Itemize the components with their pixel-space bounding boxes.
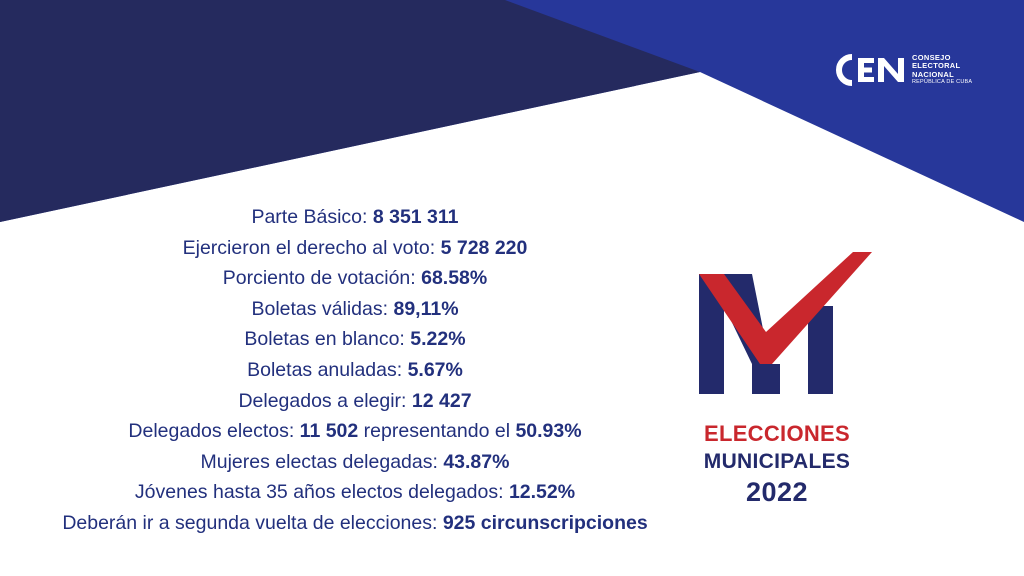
brand-line-year: 2022 — [745, 477, 809, 507]
stat-delegados-elegir: Delegados a elegir: 12 427 — [238, 389, 472, 412]
elecciones-brand: ELECCIONES MUNICIPALES 2022 — [672, 420, 882, 508]
brand-line-municipales: MUNICIPALES — [703, 450, 851, 473]
m-letter-shape — [699, 274, 724, 394]
stat-votantes: Ejercieron el derecho al voto: 5 728 220 — [182, 236, 528, 259]
stat-parte-basico: Parte Básico: 8 351 311 — [251, 206, 459, 228]
stat-jovenes-electos: Jóvenes hasta 35 años electos delegados:… — [134, 481, 576, 504]
stat-boletas-validas: Boletas válidas: 89,11% — [251, 297, 459, 320]
election-stats: Parte Básico: 8 351 311 Ejercieron el de… — [0, 202, 710, 539]
stat-mujeres-electas: Mujeres electas delegadas: 43.87% — [200, 450, 510, 473]
cen-logo-mark — [836, 54, 904, 86]
stat-boletas-anuladas: Boletas anuladas: 5.67% — [247, 358, 463, 381]
brand-line-elecciones: ELECCIONES — [703, 421, 851, 446]
stat-boletas-blanco: Boletas en blanco: 5.22% — [244, 328, 466, 351]
stat-segunda-vuelta: Deberán ir a segunda vuelta de eleccione… — [62, 511, 648, 534]
bg-dark-triangle — [0, 0, 700, 222]
cen-logo: CONSEJO ELECTORAL NACIONAL REPÚBLICA DE … — [828, 49, 984, 91]
checkmark-icon — [699, 252, 872, 364]
stat-delegados-electos: Delegados electos: 11 502 representando … — [128, 420, 582, 443]
elecciones-m-logo — [699, 252, 872, 394]
cen-logo-text: CONSEJO ELECTORAL NACIONAL REPÚBLICA DE … — [912, 53, 973, 85]
stat-porciento-votacion: Porciento de votación: 68.58% — [222, 267, 488, 290]
